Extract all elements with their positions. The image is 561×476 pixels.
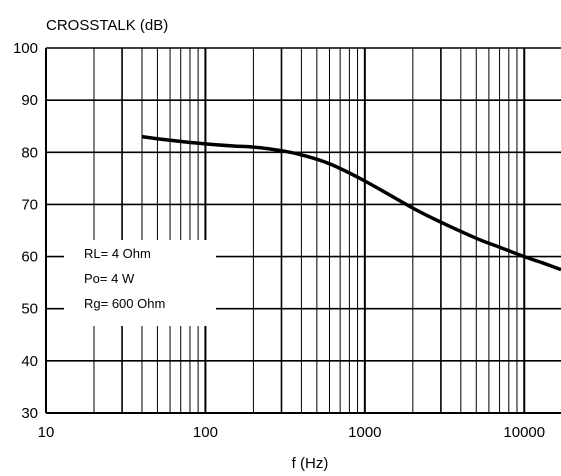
x-tick-label: 1000 — [348, 424, 381, 441]
annotation-background — [64, 240, 216, 326]
x-tick-label: 10 — [38, 424, 55, 441]
x-tick-label: 100 — [193, 424, 218, 441]
series-layer — [141, 134, 561, 272]
chart-title: CROSSTALK (dB) — [46, 17, 168, 34]
tick-labels: 30 40 50 60 70 80 90 100 10 100 1000 10000 — [13, 40, 545, 441]
grid-lines — [45, 47, 561, 414]
annotation-rl: RL= 4 Ohm — [84, 246, 151, 261]
y-tick-label: 100 — [13, 40, 38, 57]
x-tick-label: 10000 — [503, 424, 545, 441]
legend-annotation: RL= 4 Ohm Po= 4 W Rg= 600 Ohm — [64, 240, 216, 326]
y-tick-label: 90 — [21, 92, 38, 109]
y-tick-label: 60 — [21, 249, 38, 266]
annotation-rg: Rg= 600 Ohm — [84, 296, 165, 311]
y-tick-label: 70 — [21, 196, 38, 213]
crosstalk-series-line — [141, 134, 561, 272]
annotation-po: Po= 4 W — [84, 271, 135, 286]
y-tick-label: 30 — [21, 405, 38, 422]
y-tick-label: 80 — [21, 144, 38, 161]
x-axis-label: f (Hz) — [292, 455, 329, 472]
y-tick-label: 40 — [21, 353, 38, 370]
y-tick-label: 50 — [21, 301, 38, 318]
